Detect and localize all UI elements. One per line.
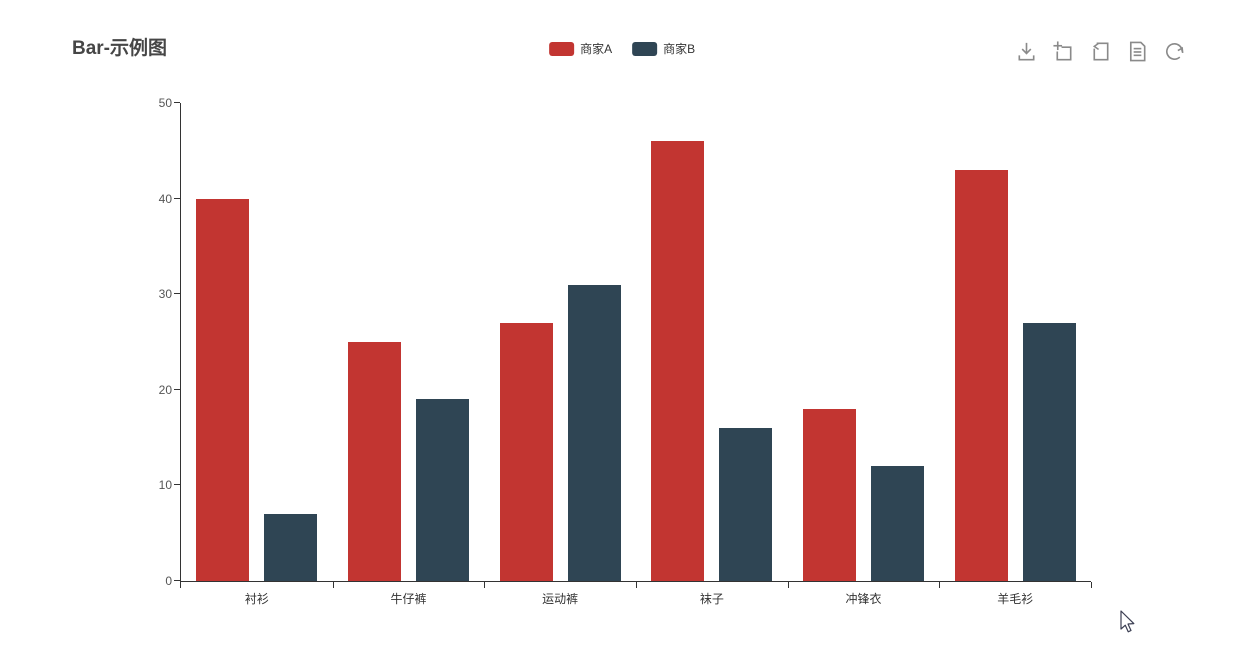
toolbox: [1015, 40, 1186, 63]
category-slot: 衬衫: [181, 103, 334, 606]
plot-area: 衬衫 牛仔裤 运动裤 袜子 冲锋衣 羊毛衫: [174, 102, 1093, 606]
legend: 商家A 商家B: [549, 40, 695, 57]
legend-item-series-b[interactable]: 商家B: [632, 40, 695, 57]
y-axis-tick: [174, 102, 180, 103]
x-axis-label: 牛仔裤: [390, 592, 427, 606]
bar-series0-cat4[interactable]: [803, 408, 857, 581]
legend-marker-series-b: [632, 41, 658, 56]
category-slot: 袜子: [636, 103, 789, 606]
bar-series1-cat4[interactable]: [871, 466, 925, 581]
bar-series1-cat3[interactable]: [719, 428, 773, 581]
y-axis-label: 0: [165, 574, 172, 588]
bar-series0-cat5[interactable]: [954, 169, 1008, 581]
x-axis-tick: [1091, 582, 1093, 588]
bar-series0-cat1[interactable]: [348, 342, 401, 581]
restore-icon[interactable]: [1163, 40, 1186, 63]
bar-series1-cat0[interactable]: [264, 514, 318, 581]
legend-marker-series-a: [549, 41, 575, 56]
bar-series1-cat2[interactable]: [567, 284, 621, 581]
y-axis-tick: [174, 293, 180, 295]
x-axis-tick: [484, 582, 486, 588]
x-axis-label: 冲锋衣: [845, 592, 882, 606]
legend-label-series-b: 商家B: [663, 42, 696, 56]
legend-item-series-a[interactable]: 商家A: [549, 40, 612, 57]
bar-series1-cat1[interactable]: [416, 399, 469, 581]
data-zoom-reset-icon[interactable]: [1089, 40, 1112, 63]
page-title: Bar-示例图: [72, 38, 168, 59]
x-axis-tick: [332, 582, 334, 588]
y-axis-label: 50: [158, 96, 172, 110]
category-slot: 运动裤: [484, 103, 638, 606]
bar-series0-cat3[interactable]: [651, 141, 705, 581]
x-axis-label: 袜子: [699, 592, 724, 606]
y-axis-label: 40: [158, 191, 172, 206]
y-axis-label: 30: [158, 287, 172, 302]
x-axis-label: 衬衫: [244, 592, 269, 606]
x-axis-tick: [636, 582, 638, 588]
category-slot: 牛仔裤: [333, 103, 486, 606]
y-axis-tick: [174, 388, 180, 390]
data-view-icon[interactable]: [1126, 40, 1149, 63]
category-slot: 羊毛衫: [939, 103, 1093, 606]
x-axis-tick: [787, 582, 789, 588]
y-axis-tick: [174, 197, 180, 199]
category-slot: 冲锋衣: [788, 103, 941, 606]
bar-series1-cat5[interactable]: [1022, 322, 1076, 581]
plot-slots: 衬衫 牛仔裤 运动裤 袜子 冲锋衣 羊毛衫: [181, 103, 1093, 606]
bar-series0-cat0[interactable]: [196, 198, 250, 581]
mouse-cursor: [1118, 610, 1136, 636]
y-axis-label: 20: [158, 382, 172, 397]
x-axis-label: 运动裤: [542, 592, 579, 606]
y-axis-tick: [174, 484, 180, 486]
save-as-image-icon[interactable]: [1015, 40, 1038, 63]
y-axis-tick: [174, 580, 180, 581]
x-axis-tick: [939, 582, 941, 588]
legend-label-series-a: 商家A: [580, 42, 613, 56]
x-axis-tick: [180, 582, 181, 588]
y-axis: 0 10 20 30 40 50: [132, 97, 172, 587]
bar-series0-cat2[interactable]: [499, 322, 553, 581]
x-axis-label: 羊毛衫: [997, 592, 1034, 606]
data-zoom-icon[interactable]: [1052, 40, 1075, 63]
y-axis-label: 10: [158, 478, 172, 493]
